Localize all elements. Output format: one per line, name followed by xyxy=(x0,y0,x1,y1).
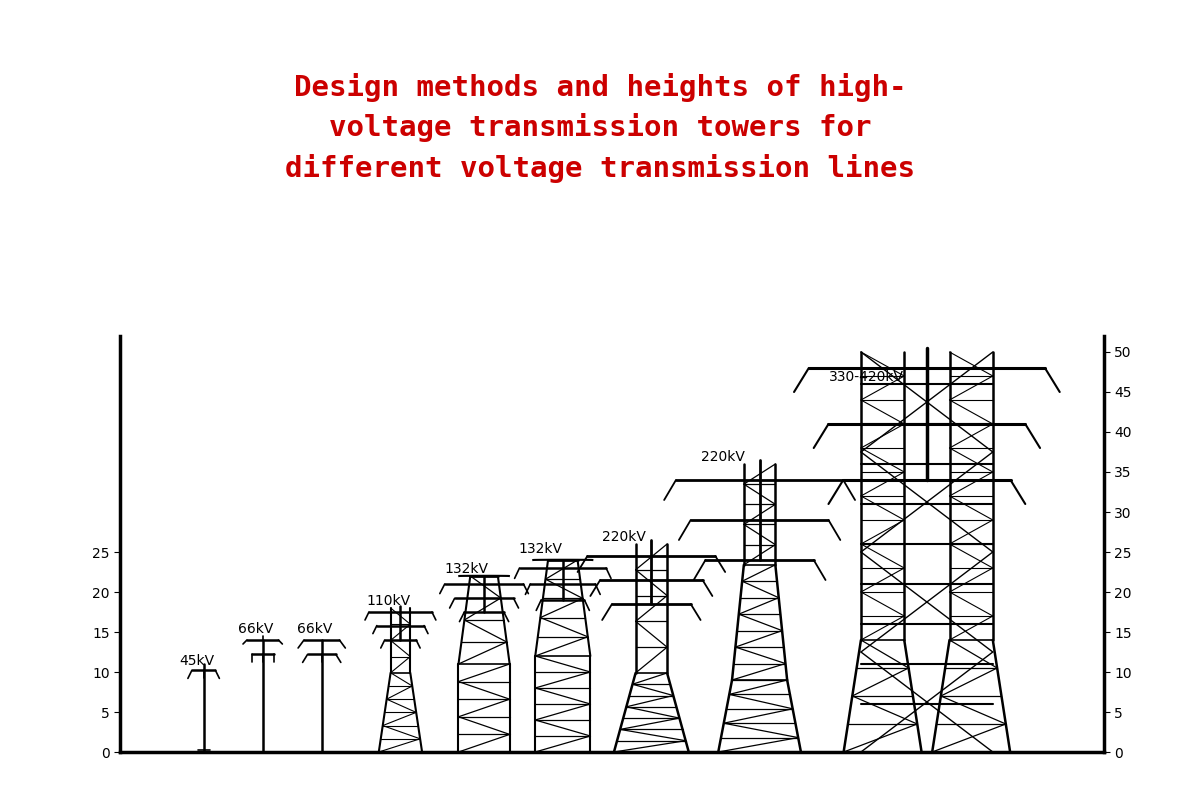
Text: 132kV: 132kV xyxy=(518,542,563,556)
Text: 132kV: 132kV xyxy=(445,562,488,576)
Text: 45kV: 45kV xyxy=(179,654,214,668)
Text: 66kV: 66kV xyxy=(298,622,332,636)
Text: 66kV: 66kV xyxy=(238,622,274,636)
Text: Design methods and heights of high-
voltage transmission towers for
different vo: Design methods and heights of high- volt… xyxy=(286,73,916,183)
Text: 330-420kV: 330-420kV xyxy=(828,370,904,384)
Text: 220kV: 220kV xyxy=(602,530,646,544)
Text: 220kV: 220kV xyxy=(701,450,744,464)
Text: 110kV: 110kV xyxy=(366,594,410,608)
